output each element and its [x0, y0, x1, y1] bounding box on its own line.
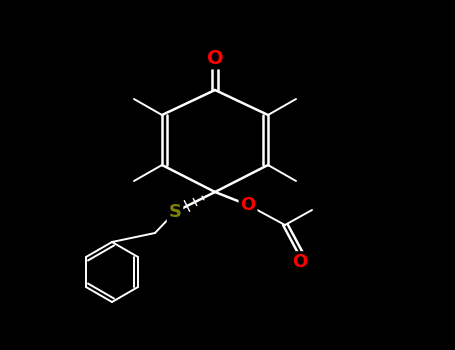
Text: O: O: [293, 253, 308, 271]
Text: S: S: [168, 203, 182, 221]
Text: O: O: [207, 49, 223, 68]
Text: O: O: [240, 196, 256, 214]
